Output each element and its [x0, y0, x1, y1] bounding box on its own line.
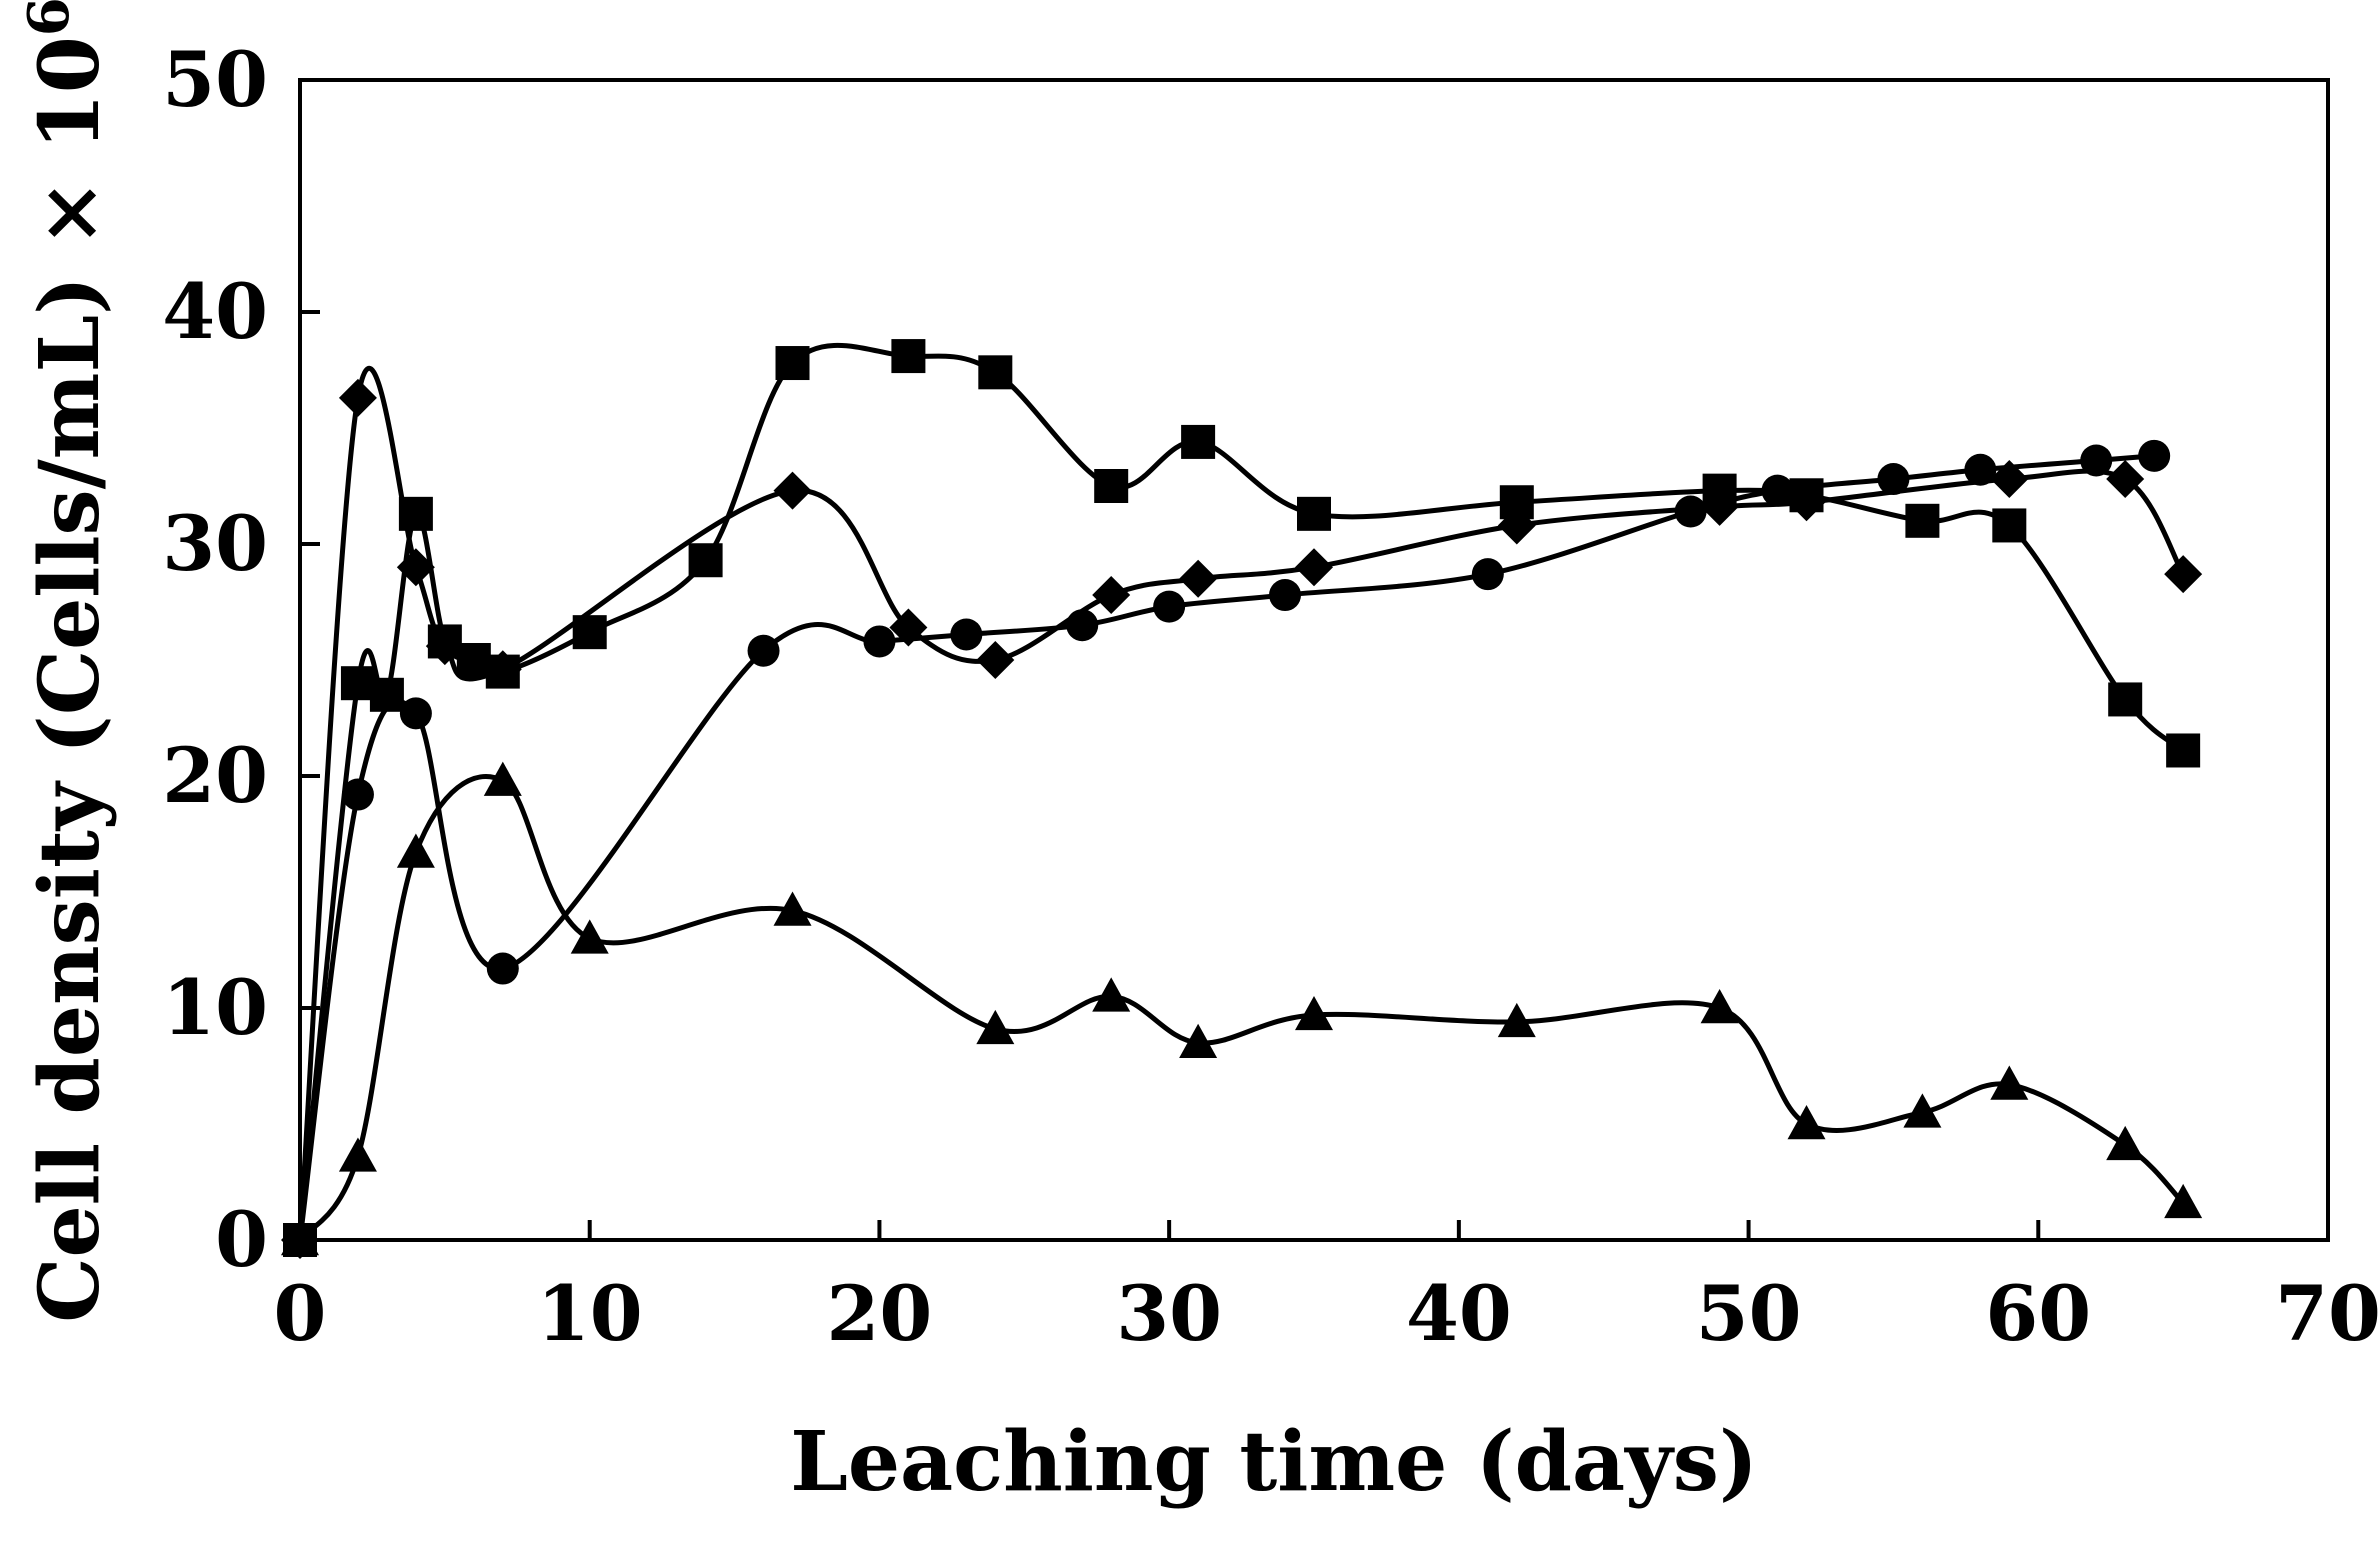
data-point-circle [1153, 590, 1186, 623]
data-point-circle [1877, 463, 1910, 496]
x-tick-label: 20 [827, 1269, 933, 1358]
y-tick-label: 10 [162, 963, 268, 1052]
data-point-square [775, 346, 810, 381]
y-tick-label: 30 [162, 499, 268, 588]
y-tick-label: 0 [215, 1195, 268, 1284]
data-point-diamond [773, 471, 812, 510]
data-point-circle [1964, 453, 1997, 486]
data-point-triangle [1497, 1002, 1536, 1038]
data-point-diamond [396, 548, 435, 587]
data-point-circle [1471, 558, 1504, 591]
data-point-triangle [1179, 1023, 1218, 1058]
data-point-circle [486, 952, 519, 985]
series-diamonds [281, 365, 2203, 1259]
y-axis-title: Cell density (Cells/mL) × 106 [16, 0, 118, 1323]
x-tick-label: 30 [1116, 1269, 1222, 1358]
y-tick-label: 40 [162, 267, 268, 356]
data-point-circle [1066, 609, 1099, 642]
data-point-diamond [483, 650, 522, 689]
data-point-triangle [976, 1009, 1015, 1045]
data-point-diamond [1092, 576, 1131, 615]
plot-area [298, 78, 2330, 1242]
data-point-diamond [1700, 487, 1739, 526]
x-tick-label: 0 [274, 1269, 327, 1358]
data-point-circle [747, 634, 780, 667]
data-point-circle [399, 697, 432, 730]
data-point-triangle [1700, 989, 1739, 1024]
data-point-circle [2080, 444, 2113, 477]
data-point-triangle [1092, 977, 1131, 1012]
data-point-triangle [773, 891, 812, 926]
x-axis-title: Leaching time (days) [790, 1414, 1758, 1510]
data-point-square [1094, 469, 1129, 503]
y-axis-title-main: Cell density (Cells/mL) × 10 [22, 36, 118, 1323]
data-point-triangle [2164, 1183, 2203, 1219]
x-tick-label: 40 [1406, 1269, 1512, 1358]
series-triangles [281, 761, 2203, 1256]
data-point-square [1992, 508, 2027, 543]
x-tick-label: 60 [1985, 1269, 2091, 1358]
data-point-square [1297, 496, 1331, 531]
data-point-square [456, 643, 491, 677]
data-point-circle [1269, 579, 1302, 612]
data-point-diamond [425, 627, 464, 666]
data-point-triangle [2106, 1125, 2145, 1161]
data-point-circle [1674, 495, 1707, 528]
series-circles [284, 439, 2171, 1256]
data-point-triangle [281, 1221, 319, 1256]
data-point-diamond [338, 378, 377, 417]
data-point-diamond [2164, 555, 2203, 594]
data-point-square [1181, 424, 1216, 459]
series-layer [281, 339, 2203, 1259]
y-tick-label: 50 [162, 35, 268, 124]
data-point-triangle [396, 833, 435, 868]
x-tick-label: 10 [537, 1269, 643, 1358]
data-point-square [2108, 682, 2143, 717]
data-point-diamond [1295, 548, 1333, 587]
x-tick-label: 50 [1696, 1269, 1802, 1358]
data-point-triangle [570, 919, 609, 954]
data-point-square [2166, 733, 2201, 768]
data-point-triangle [1990, 1065, 2029, 1100]
data-point-triangle [1295, 995, 1333, 1031]
y-tick-label: 20 [162, 731, 268, 820]
data-point-triangle [1903, 1093, 1942, 1128]
data-point-square [978, 355, 1013, 390]
data-point-triangle [338, 1137, 377, 1172]
data-point-circle [863, 625, 896, 658]
data-point-square [891, 339, 926, 374]
data-point-square [1905, 503, 1940, 538]
data-point-circle [341, 778, 374, 811]
data-point-square [340, 666, 375, 701]
data-point-triangle [1787, 1105, 1826, 1140]
data-point-circle [950, 618, 983, 651]
data-point-diamond [2106, 460, 2145, 499]
data-point-diamond [1179, 559, 1218, 598]
y-axis-title-exponent: 6 [16, 0, 82, 36]
data-point-square [688, 543, 723, 578]
data-point-circle [1761, 474, 1794, 507]
data-point-circle [2138, 439, 2171, 472]
data-point-diamond [1787, 483, 1826, 522]
data-point-triangle [483, 761, 522, 796]
data-point-diamond [1497, 506, 1536, 545]
data-point-diamond [976, 641, 1015, 679]
x-tick-label: 70 [2275, 1269, 2378, 1358]
y-axis-ticks: 0 10 20 30 40 50 [162, 35, 320, 1284]
x-axis-ticks: 0 10 20 30 40 50 60 70 [274, 1220, 2378, 1358]
